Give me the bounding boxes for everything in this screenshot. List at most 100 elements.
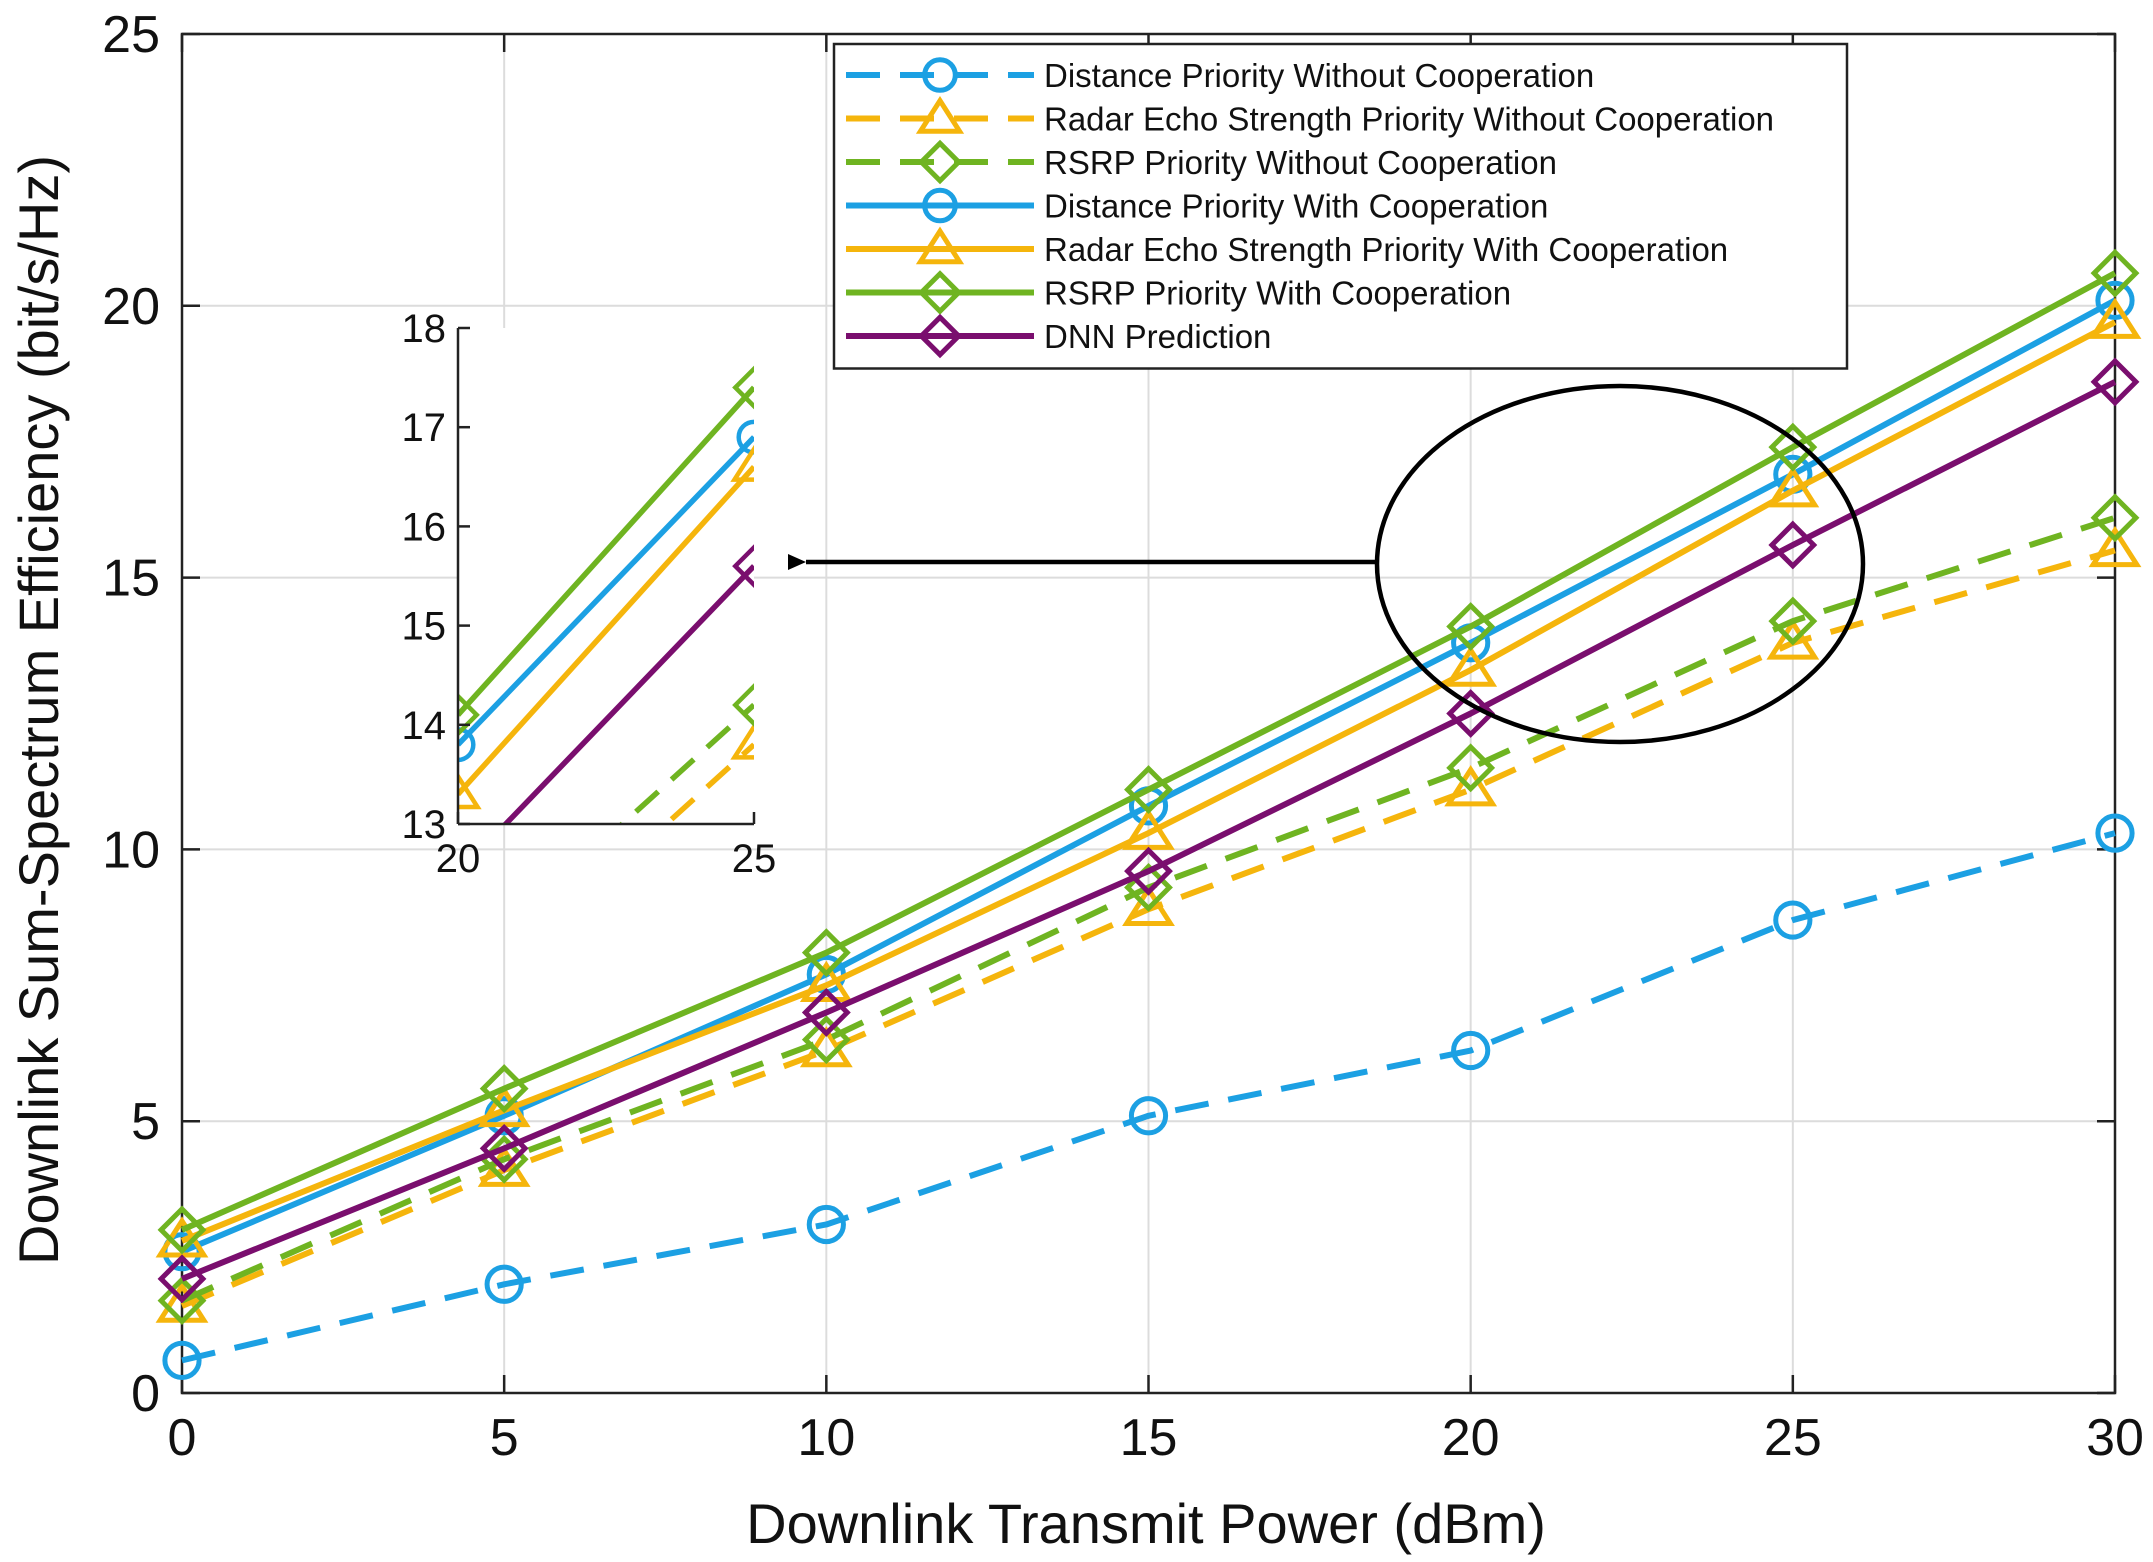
data-point: [2095, 280, 2135, 320]
series-dnn-prediction: [157, 357, 2140, 1304]
legend-entry-radar-echo-strength-priority-with-cooperation: Radar Echo Strength Priority With Cooper…: [846, 226, 1728, 268]
y-axis-label: Downlink Sum-Spectrum Efficiency (bit/s/…: [7, 155, 70, 1265]
inset-y-tick-label: 13: [402, 803, 447, 847]
data-point: [1773, 900, 1813, 940]
data-point: [806, 1204, 846, 1245]
inset-y-tick-label: 16: [402, 505, 447, 549]
data-point: [2090, 357, 2140, 407]
x-tick-label: 10: [797, 1409, 855, 1467]
inset-data-point: [730, 722, 754, 760]
main-series: [155, 248, 2142, 1380]
data-point: [2088, 297, 2142, 339]
inset-y-tick-label: 15: [402, 605, 447, 649]
legend-entry-rsrp-priority-with-cooperation: RSRP Priority With Cooperation: [846, 270, 1511, 315]
x-tick-label: 20: [1442, 1409, 1500, 1467]
x-axis-label: Downlink Transmit Power (dBm): [746, 1492, 1546, 1555]
series-rsrp-priority-without-cooperation: [157, 493, 2140, 1326]
series-distance-priority-without-cooperation: [162, 813, 2135, 1380]
x-tick-label: 15: [1120, 1409, 1178, 1467]
legend-marker: [915, 226, 965, 265]
data-point: [1768, 422, 1818, 472]
inset-x-tick-label: 20: [436, 837, 481, 881]
legend-marker: [915, 96, 965, 134]
series-rsrp-priority-with-cooperation: [157, 248, 2140, 1255]
x-tick-label: 5: [490, 1409, 519, 1467]
x-tick-label: 30: [2086, 1409, 2144, 1467]
inset-y-tick-label: 18: [402, 307, 447, 351]
series-line: [181, 830, 2116, 1364]
data-point: [2095, 813, 2135, 853]
inset-y-tick-label: 17: [402, 406, 447, 450]
data-point: [2090, 248, 2140, 298]
data-point: [1446, 689, 1496, 738]
inset-data-point: [732, 683, 754, 727]
data-point: [801, 928, 851, 978]
data-point: [1766, 618, 1820, 660]
data-point: [1451, 1030, 1491, 1071]
y-tick-label: 10: [102, 821, 160, 879]
data-point: [479, 1123, 529, 1173]
inset-y-tick-label: 14: [402, 704, 447, 748]
legend-entry-distance-priority-without-cooperation: Distance Priority Without Cooperation: [846, 57, 1594, 94]
data-point: [801, 1015, 851, 1065]
inset-background: [458, 328, 754, 824]
inset-data-point: [732, 544, 754, 588]
inset-series: [458, 365, 754, 824]
data-point: [157, 1254, 207, 1304]
y-tick-label: 0: [131, 1365, 160, 1423]
inset-series-line: [458, 465, 754, 797]
inset-series-dnn-prediction: [501, 544, 754, 824]
inset-data-point: [732, 365, 754, 410]
data-point: [1768, 520, 1818, 570]
data-point: [157, 1276, 207, 1326]
series-line: [180, 514, 2116, 1304]
y-tick-label: 25: [102, 6, 160, 64]
inset-series-rsrp-priority-with-cooperation: [458, 365, 754, 737]
inset-series-line: [501, 564, 754, 824]
data-point: [1766, 466, 1820, 508]
data-point: [1124, 846, 1173, 896]
legend-marker: [922, 187, 958, 224]
data-point: [1124, 765, 1173, 815]
data-point: [1446, 602, 1496, 651]
legend-marker: [917, 139, 963, 185]
y-tick-label: 5: [131, 1093, 160, 1151]
legend-label: Radar Echo Strength Priority Without Coo…: [1044, 101, 1774, 138]
legend-marker: [917, 313, 963, 359]
data-point: [2088, 525, 2142, 568]
data-point: [479, 1064, 529, 1114]
inset-series-radar-echo-strength-priority-without-cooperation: [662, 722, 754, 824]
legend: Distance Priority Without Cooperation Rad…: [832, 42, 1849, 370]
data-point: [799, 960, 853, 1003]
inset-data-point: [730, 444, 754, 482]
main-tick-labels: 0 5 10 15 20 25 30 0 5 10 15 20 25: [102, 6, 2144, 1467]
legend-label: RSRP Priority Without Cooperation: [1044, 144, 1557, 181]
data-point: [1128, 1096, 1169, 1136]
data-point: [801, 988, 851, 1037]
inset-series-line: [458, 385, 754, 717]
y-tick-label: 15: [102, 550, 160, 608]
legend-marker: [922, 57, 958, 93]
y-tick-label: 20: [102, 278, 160, 336]
inset-data-point: [458, 772, 482, 810]
inset-series-line: [458, 435, 754, 747]
data-point: [1444, 645, 1498, 687]
x-tick-label: 25: [1764, 1409, 1822, 1467]
data-point: [1122, 884, 1175, 926]
inset-x-tick-label: 25: [732, 837, 777, 881]
legend-label: DNN Prediction: [1044, 318, 1271, 355]
data-point: [1444, 765, 1498, 807]
inset-series-radar-echo-strength-priority-with-cooperation: [458, 444, 754, 810]
data-point: [1446, 743, 1496, 793]
legend-label: Radar Echo Strength Priority With Cooper…: [1044, 231, 1728, 268]
legend-label: Distance Priority Without Cooperation: [1044, 57, 1594, 94]
inset-data-point: [458, 692, 480, 737]
data-point: [2090, 493, 2140, 543]
inset-series-rsrp-priority-without-cooperation: [618, 683, 754, 824]
legend-label: Distance Priority With Cooperation: [1044, 188, 1548, 225]
legend-entry-radar-echo-strength-priority-without-cooperation: Radar Echo Strength Priority Without Coo…: [846, 96, 1774, 138]
data-point: [162, 1340, 202, 1380]
data-point: [484, 1264, 524, 1304]
legend-label: RSRP Priority With Cooperation: [1044, 275, 1511, 312]
data-point: [157, 1205, 207, 1255]
